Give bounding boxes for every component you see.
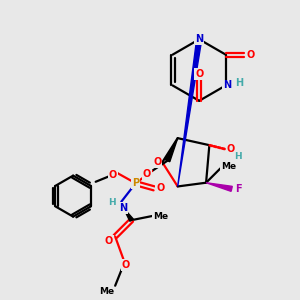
Text: O: O <box>121 260 130 270</box>
Polygon shape <box>123 208 133 221</box>
Text: P: P <box>132 178 139 188</box>
Text: O: O <box>143 169 151 179</box>
Text: N: N <box>119 203 128 213</box>
Polygon shape <box>178 39 202 186</box>
Text: H: H <box>235 78 243 88</box>
Polygon shape <box>165 138 178 162</box>
Text: Me: Me <box>99 287 115 296</box>
Text: N: N <box>195 34 203 44</box>
Text: H: H <box>234 152 242 161</box>
Text: H: H <box>108 198 116 207</box>
Text: O: O <box>246 50 254 60</box>
Polygon shape <box>206 183 232 191</box>
Text: O: O <box>227 144 235 154</box>
Text: Me: Me <box>221 162 236 171</box>
Text: O: O <box>109 170 117 180</box>
Text: N: N <box>223 80 231 90</box>
Text: O: O <box>156 183 164 194</box>
Text: O: O <box>153 157 161 167</box>
Text: O: O <box>105 236 113 246</box>
Text: O: O <box>195 69 203 79</box>
Text: Me: Me <box>153 212 168 220</box>
Text: F: F <box>236 184 242 194</box>
